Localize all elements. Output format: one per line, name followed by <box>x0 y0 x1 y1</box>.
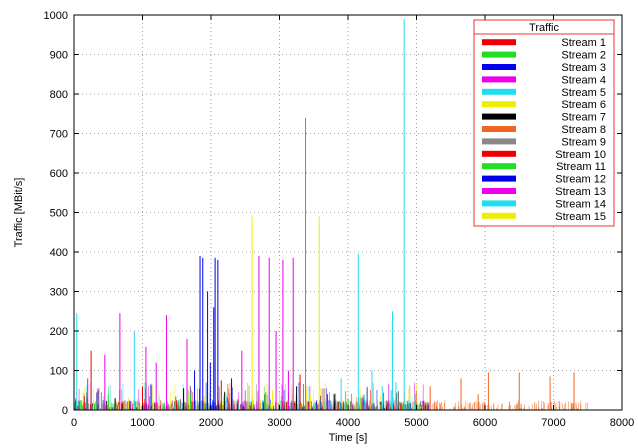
legend-label: Stream 14 <box>555 198 606 210</box>
legend-swatch <box>482 188 516 194</box>
legend-swatch <box>482 163 516 170</box>
legend-label: Stream 4 <box>561 74 606 86</box>
series-5 <box>76 18 416 410</box>
legend-label: Stream 1 <box>561 37 606 49</box>
legend-swatch <box>482 175 516 182</box>
series-6 <box>251 216 320 410</box>
legend-item: Stream 13 <box>482 186 606 198</box>
series-13 <box>87 331 289 410</box>
legend-item: Stream 10 <box>482 149 606 161</box>
legend-item: Stream 7 <box>482 112 606 124</box>
legend-item: Stream 2 <box>482 50 606 62</box>
legend-swatch <box>482 101 516 108</box>
y-tick-label: 500 <box>50 208 68 220</box>
legend-swatch <box>482 76 516 83</box>
legend-label: Stream 13 <box>555 186 606 198</box>
legend-label: Stream 12 <box>555 174 606 186</box>
series-15 <box>128 392 311 410</box>
y-axis-ticks: 0 100 200 300 400 500 600 700 800 900 1000 <box>44 10 622 417</box>
y-tick-label: 300 <box>50 287 68 299</box>
legend-label: Stream 9 <box>561 136 606 148</box>
y-tick-label: 100 <box>50 366 68 378</box>
series-7 <box>114 386 335 410</box>
series-layer <box>76 18 575 410</box>
legend-label: Stream 5 <box>561 87 606 99</box>
series-12 <box>194 362 233 410</box>
y-tick-label: 700 <box>50 129 68 141</box>
legend-item: Stream 11 <box>482 161 606 173</box>
x-tick-label: 4000 <box>336 417 360 429</box>
legend-swatch <box>482 200 516 207</box>
x-tick-label: 0 <box>71 417 77 429</box>
legend-item: Stream 1 <box>482 37 606 49</box>
legend-label: Stream 10 <box>555 149 606 161</box>
series-8 <box>305 117 575 410</box>
legend-item: Stream 8 <box>482 124 606 136</box>
x-tick-label: 1000 <box>130 417 154 429</box>
y-tick-label: 1000 <box>44 10 68 22</box>
legend-item: Stream 5 <box>482 87 606 99</box>
y-tick-label: 400 <box>50 247 68 259</box>
y-tick-label: 0 <box>62 405 68 417</box>
series-9 <box>100 388 363 410</box>
legend-label: Stream 8 <box>561 124 606 136</box>
series-11 <box>107 392 349 410</box>
x-tick-label: 5000 <box>404 417 428 429</box>
legend-swatch <box>482 88 516 95</box>
legend-swatch <box>482 138 516 145</box>
legend-label: Stream 3 <box>561 62 606 74</box>
legend-swatch <box>482 39 516 46</box>
legend-label: Stream 11 <box>556 161 606 173</box>
series-4 <box>119 255 294 410</box>
series-14 <box>340 370 397 410</box>
x-axis-label: Time [s] <box>329 432 368 444</box>
legend-item: Stream 9 <box>482 136 606 148</box>
legend-item: Stream 14 <box>482 198 606 210</box>
legend-item: Stream 15 <box>482 211 606 223</box>
legend-swatch <box>482 64 516 70</box>
legend-swatch <box>482 51 516 58</box>
legend-item: Stream 12 <box>482 174 606 186</box>
y-tick-label: 800 <box>50 89 68 101</box>
y-tick-label: 600 <box>50 168 68 180</box>
x-axis-ticks: 0 1000 2000 3000 4000 5000 6000 7000 8000 <box>71 15 634 429</box>
legend-label: Stream 2 <box>561 50 606 62</box>
legend-label: Stream 6 <box>561 99 606 111</box>
legend-swatch <box>482 150 516 157</box>
y-tick-label: 900 <box>50 50 68 62</box>
x-tick-label: 6000 <box>473 417 497 429</box>
series-3 <box>199 255 219 410</box>
legend-swatch <box>482 212 516 219</box>
x-tick-label: 3000 <box>267 417 291 429</box>
legend-swatch <box>482 113 516 120</box>
legend-title: Traffic <box>529 22 559 34</box>
y-axis-label: Traffic [MBit/s] <box>13 178 25 248</box>
legend-swatch <box>482 126 516 132</box>
x-tick-label: 2000 <box>199 417 223 429</box>
x-tick-label: 8000 <box>610 417 634 429</box>
legend-item: Stream 3 <box>482 62 606 74</box>
x-tick-label: 7000 <box>541 417 565 429</box>
legend-item: Stream 6 <box>482 99 606 111</box>
legend-item: Stream 4 <box>482 74 606 86</box>
legend-label: Stream 7 <box>561 112 606 124</box>
legend-label: Stream 15 <box>555 211 606 223</box>
y-tick-label: 200 <box>50 326 68 338</box>
